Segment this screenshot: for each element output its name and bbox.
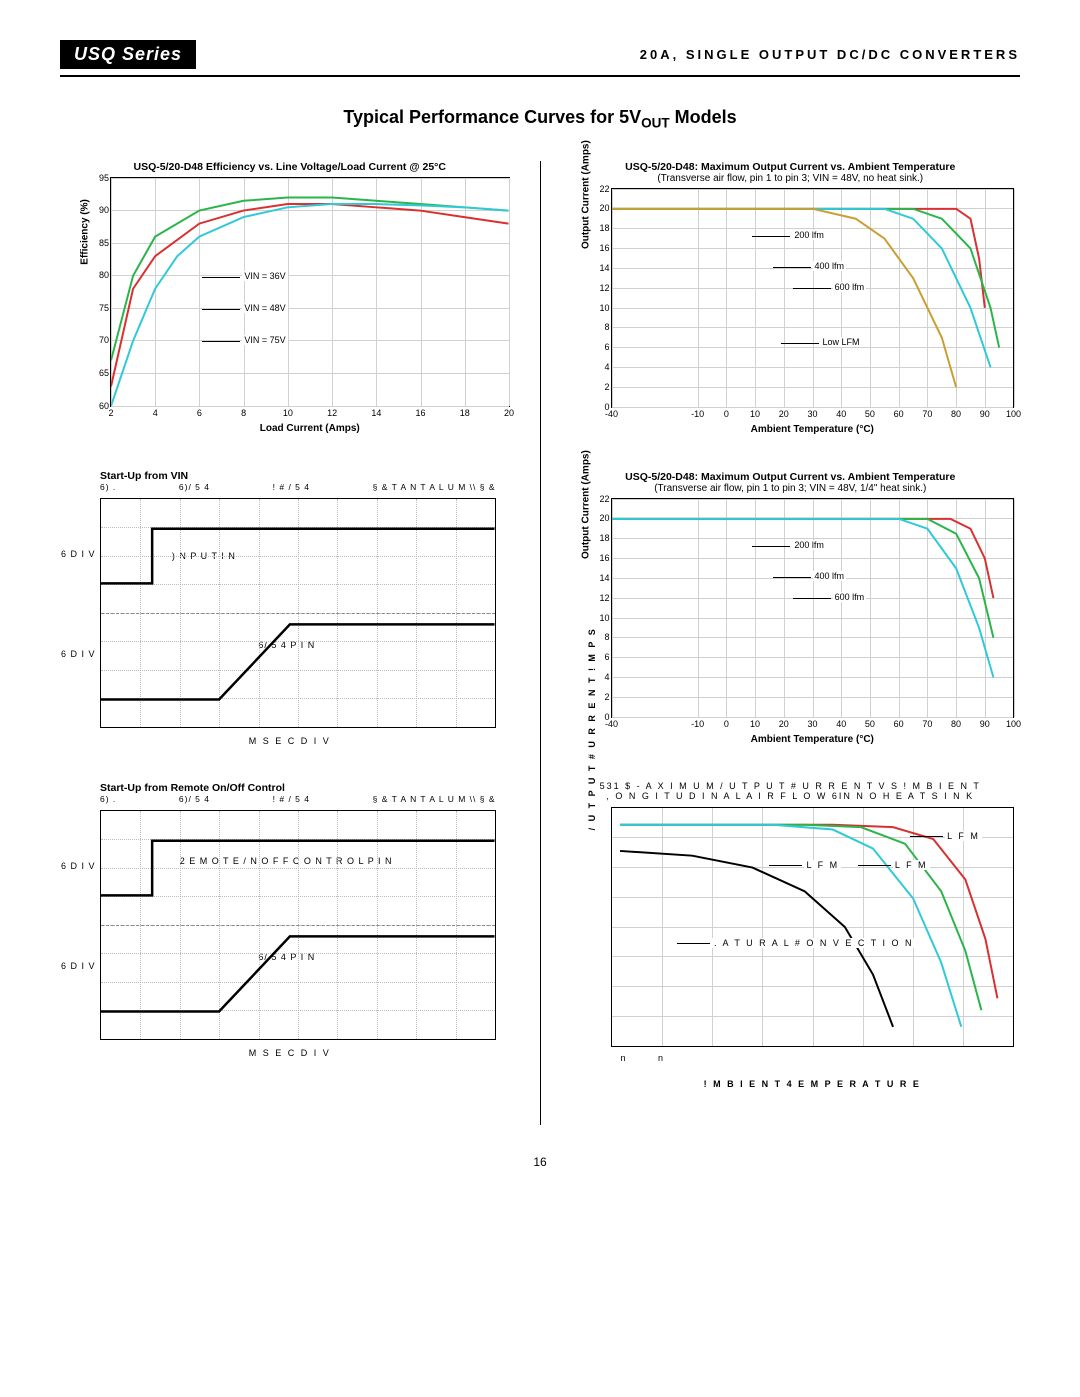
page-number: 16 bbox=[60, 1155, 1020, 1169]
scope-startup-vin: Start-Up from VIN 6) . 6)/ 5 4 ! # / 5 4… bbox=[60, 470, 520, 746]
chart-subtitle: (Transverse air flow, pin 1 to pin 3; VI… bbox=[561, 483, 1021, 494]
x-axis-label: ! M B I E N T 4 E M P E R A T U R E bbox=[611, 1079, 1015, 1089]
chart-maxout-longitudinal: 531 $ - A X I M U M / U T P U T # U R R … bbox=[561, 781, 1021, 1089]
y-axis-label: / U T P U T # U R R E N T ! M P S bbox=[587, 627, 597, 830]
chart-maxout-noheatsink: USQ-5/20-D48: Maximum Output Current vs.… bbox=[561, 161, 1021, 435]
scope-header: 6) . 6)/ 5 4 ! # / 5 4 § & T A N T A L U… bbox=[60, 482, 520, 492]
chart-title: USQ-5/20-D48 Efficiency vs. Line Voltage… bbox=[60, 161, 520, 173]
header-subtitle: 20A, SINGLE OUTPUT DC/DC CONVERTERS bbox=[640, 47, 1020, 62]
x-axis-label: Ambient Temperature (°C) bbox=[611, 424, 1015, 435]
chart-efficiency: USQ-5/20-D48 Efficiency vs. Line Voltage… bbox=[60, 161, 520, 434]
chart-title: 531 $ - A X I M U M / U T P U T # U R R … bbox=[561, 781, 1021, 791]
chart-subtitle: , O N G I T U D I N A L A I R F L O W 6I… bbox=[561, 791, 1021, 801]
chart-subtitle: (Transverse air flow, pin 1 to pin 3; VI… bbox=[561, 173, 1021, 184]
chart-title: Start-Up from Remote On/Off Control bbox=[60, 782, 520, 794]
chart-plot-area: Output Current (Amps) -40-10010203040506… bbox=[611, 188, 1015, 408]
columns: USQ-5/20-D48 Efficiency vs. Line Voltage… bbox=[60, 161, 1020, 1125]
chart-plot-area: Output Current (Amps) -40-10010203040506… bbox=[611, 498, 1015, 718]
x-axis-label: Load Current (Amps) bbox=[110, 423, 510, 434]
scope-startup-remote: Start-Up from Remote On/Off Control 6) .… bbox=[60, 782, 520, 1058]
chart-maxout-heatsink: USQ-5/20-D48: Maximum Output Current vs.… bbox=[561, 471, 1021, 745]
x-axis-label: Ambient Temperature (°C) bbox=[611, 734, 1015, 745]
page: USQ Series 20A, SINGLE OUTPUT DC/DC CONV… bbox=[0, 0, 1080, 1209]
chart-plot-area: Efficiency (%) 2468101214161820606570758… bbox=[110, 177, 510, 407]
series-badge: USQ Series bbox=[60, 40, 196, 69]
x-axis-label: M S E C D I V bbox=[60, 736, 520, 746]
main-title: Typical Performance Curves for 5VOUT Mod… bbox=[60, 107, 1020, 131]
chart-plot-area: / U T P U T # U R R E N T ! M P S L F ML… bbox=[611, 807, 1015, 1047]
scope-plot: 6 D I V 6 D I V 2 E M O T E / N O F F C … bbox=[100, 810, 496, 1040]
scope-plot: 6 D I V 6 D I V ) N P U T I N 6/ 5 4 P I… bbox=[100, 498, 496, 728]
x-axis-label: M S E C D I V bbox=[60, 1048, 520, 1058]
column-divider bbox=[540, 161, 541, 1125]
scope-header: 6) . 6)/ 5 4 ! # / 5 4 § & T A N T A L U… bbox=[60, 794, 520, 804]
chart-title: USQ-5/20-D48: Maximum Output Current vs.… bbox=[561, 161, 1021, 173]
chart-title: USQ-5/20-D48: Maximum Output Current vs.… bbox=[561, 471, 1021, 483]
page-header: USQ Series 20A, SINGLE OUTPUT DC/DC CONV… bbox=[60, 40, 1020, 77]
chart-title: Start-Up from VIN bbox=[60, 470, 520, 482]
right-column: USQ-5/20-D48: Maximum Output Current vs.… bbox=[561, 161, 1021, 1125]
left-column: USQ-5/20-D48 Efficiency vs. Line Voltage… bbox=[60, 161, 520, 1125]
